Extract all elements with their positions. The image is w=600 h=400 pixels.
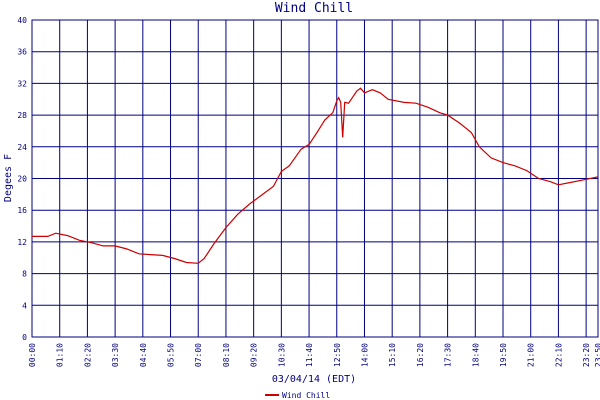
y-tick-label: 4: [22, 301, 27, 310]
chart-title: Wind Chill: [275, 1, 353, 16]
x-tick-label: 10:30: [277, 343, 286, 367]
y-tick-label: 24: [17, 143, 27, 152]
legend-label: Wind Chill: [282, 391, 330, 400]
x-tick-label: 16:20: [416, 343, 425, 367]
x-tick-label: 23:20: [582, 343, 591, 367]
y-axis-title: Degees F: [3, 154, 14, 202]
x-tick-label: 17:30: [444, 343, 453, 367]
y-tick-label: 0: [22, 333, 27, 342]
y-tick-label: 36: [17, 48, 27, 57]
x-tick-label: 04:40: [139, 343, 148, 367]
y-tick-label: 20: [17, 175, 27, 184]
y-tick-label: 8: [22, 270, 27, 279]
x-tick-label: 03:30: [111, 343, 120, 367]
x-tick-label: 11:40: [305, 343, 314, 367]
x-tick-label: 12:50: [333, 343, 342, 367]
y-tick-label: 32: [17, 79, 27, 88]
x-tick-label: 09:20: [250, 343, 259, 367]
plot-frame: [31, 19, 599, 338]
x-tick-label: 15:10: [388, 343, 397, 367]
x-tick-label: 23:50: [594, 343, 600, 367]
x-tick-label: 02:20: [83, 343, 92, 367]
x-tick-label: 07:00: [194, 343, 203, 367]
x-tick-label: 19:50: [499, 343, 508, 367]
x-tick-label: 18:40: [471, 343, 480, 367]
x-tick-label: 08:10: [222, 343, 231, 367]
x-tick-label: 00:00: [28, 343, 37, 367]
x-axis-title: 03/04/14 (EDT): [272, 374, 356, 385]
x-tick-label: 21:00: [527, 343, 536, 367]
y-tick-label: 28: [17, 111, 27, 120]
x-tick-label: 05:50: [167, 343, 176, 367]
y-tick-label: 16: [17, 206, 27, 215]
x-tick-label: 01:10: [56, 343, 65, 367]
x-tick-label: 22:10: [554, 343, 563, 367]
data-line: [32, 87, 599, 264]
y-tick-label: 12: [17, 238, 27, 247]
x-tick-label: 14:00: [360, 343, 369, 367]
y-tick-label: 40: [17, 16, 27, 25]
